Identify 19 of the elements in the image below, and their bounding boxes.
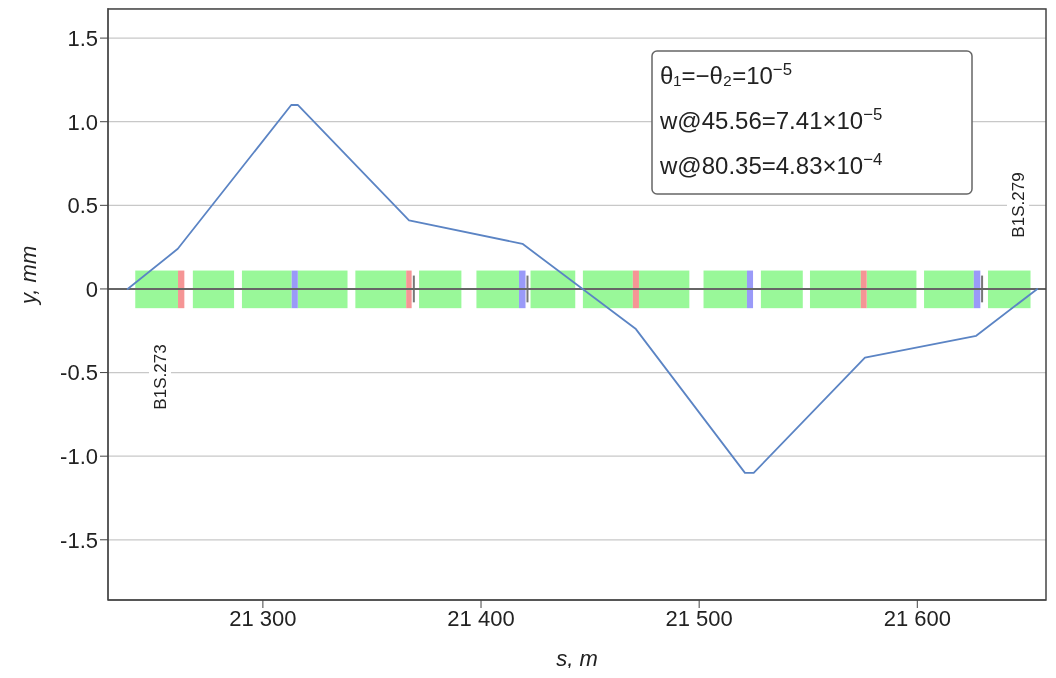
x-tick-label: 21 500 bbox=[665, 605, 733, 631]
x-tick-label: 21 400 bbox=[447, 605, 515, 631]
annotation: θ₁=−θ₂=10$^{−5}$ bbox=[660, 59, 792, 89]
line-series bbox=[126, 104, 1039, 474]
y-axis-title: y, mm bbox=[15, 245, 41, 306]
annotation: w@80.35=4.83×10$^{−4}$ bbox=[659, 149, 883, 179]
annotation: B1S.279 bbox=[1008, 172, 1028, 238]
x-axis-title: s, m bbox=[556, 646, 598, 671]
y-tick-label: -0.5 bbox=[60, 360, 98, 386]
y-tick-label: 0 bbox=[85, 276, 98, 302]
x-tick-label: 21 300 bbox=[229, 605, 297, 631]
y-tick-label: 1.5 bbox=[67, 25, 98, 51]
x-tick-label: 21 600 bbox=[883, 605, 951, 631]
y-tick-label: 1.0 bbox=[67, 109, 98, 135]
y-tick-label: 0.5 bbox=[67, 193, 98, 219]
y-tick-label: -1.0 bbox=[60, 443, 98, 469]
annotation: B1S.273 bbox=[150, 344, 170, 410]
annotation: w@45.56=7.41×10$^{−5}$ bbox=[659, 104, 883, 134]
y-tick-label: -1.5 bbox=[60, 527, 98, 553]
